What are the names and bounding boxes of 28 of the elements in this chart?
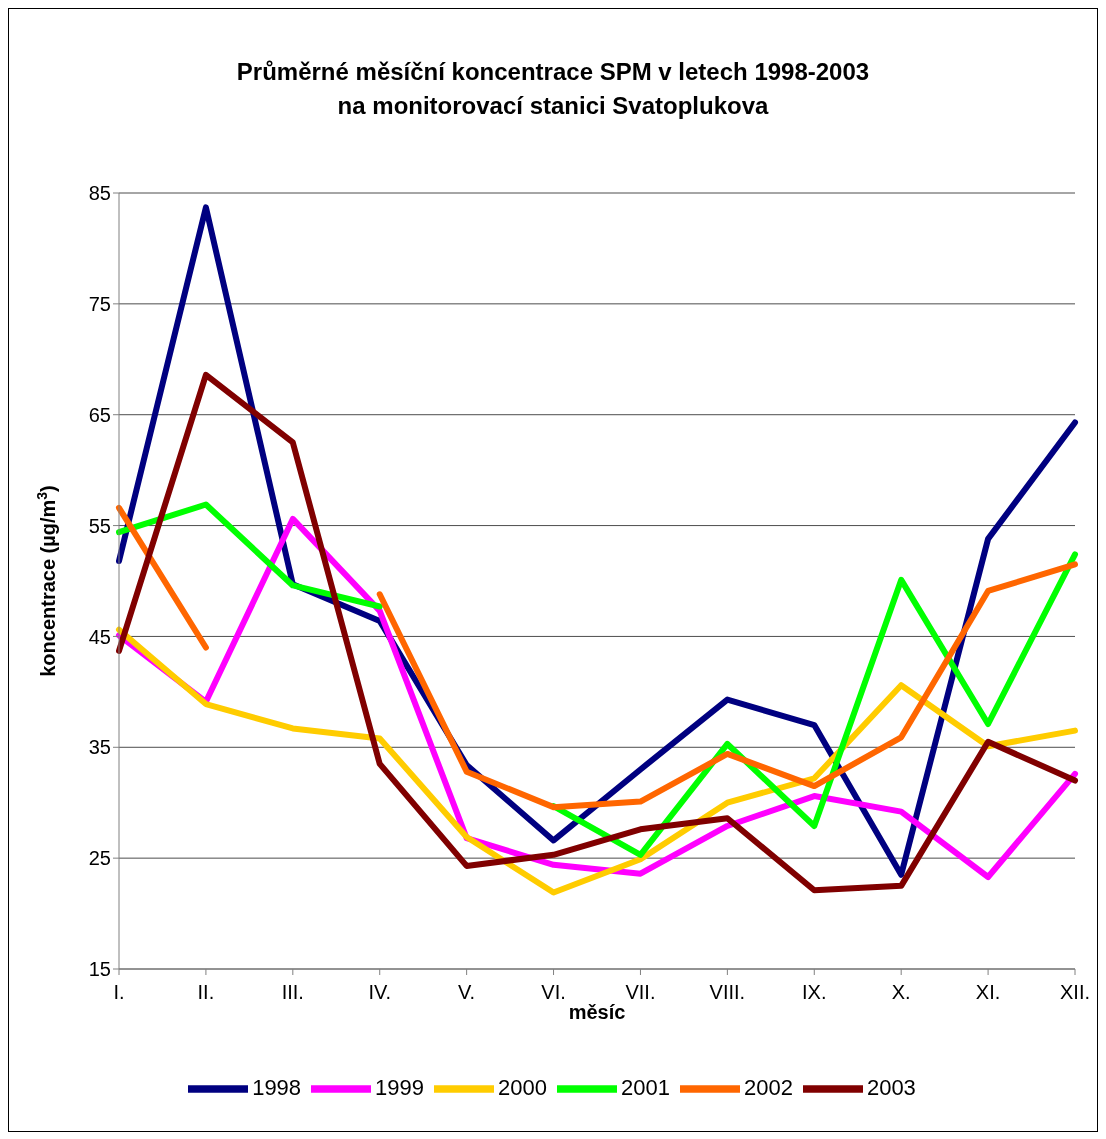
y-tick-label: 75 (88, 292, 111, 315)
x-tick-label: XII. (1059, 981, 1091, 1004)
legend-label: 1999 (375, 1074, 425, 1100)
y-tick-label: 55 (88, 514, 111, 537)
x-tick-label: VI. (541, 981, 566, 1004)
legend-label: 2003 (866, 1074, 916, 1100)
x-tick-label: XI. (975, 981, 1001, 1004)
x-tick-label: IX. (802, 981, 827, 1004)
x-tick-label: I. (113, 981, 125, 1004)
chart-title: Průměrné měsíční koncentrace SPM v letech 1998-2003 na monitorovací stanici Svatoplukova (235, 57, 871, 121)
legend-label: 1998 (252, 1074, 302, 1100)
y-tick-label: 65 (88, 403, 111, 426)
x-axis-title: měsíc (568, 1001, 626, 1023)
y-tick-label: 25 (88, 847, 111, 870)
x-tick-label: VIII. (709, 981, 746, 1004)
x-tick-label: VII. (625, 981, 656, 1004)
y-tick-label: 35 (88, 736, 111, 759)
y-tick-label: 85 (88, 182, 111, 205)
legend-label: 2001 (621, 1074, 670, 1100)
x-tick-label: V. (458, 981, 476, 1004)
x-tick-label: II. (197, 981, 215, 1004)
legend-label: 2002 (743, 1074, 793, 1100)
y-tick-label: 45 (88, 625, 111, 648)
x-tick-label: X. (891, 981, 911, 1004)
legend-label: 2000 (498, 1074, 547, 1100)
y-tick-label: 15 (88, 958, 111, 981)
x-tick-label: IV. (368, 981, 392, 1004)
x-tick-label: III. (281, 981, 304, 1004)
